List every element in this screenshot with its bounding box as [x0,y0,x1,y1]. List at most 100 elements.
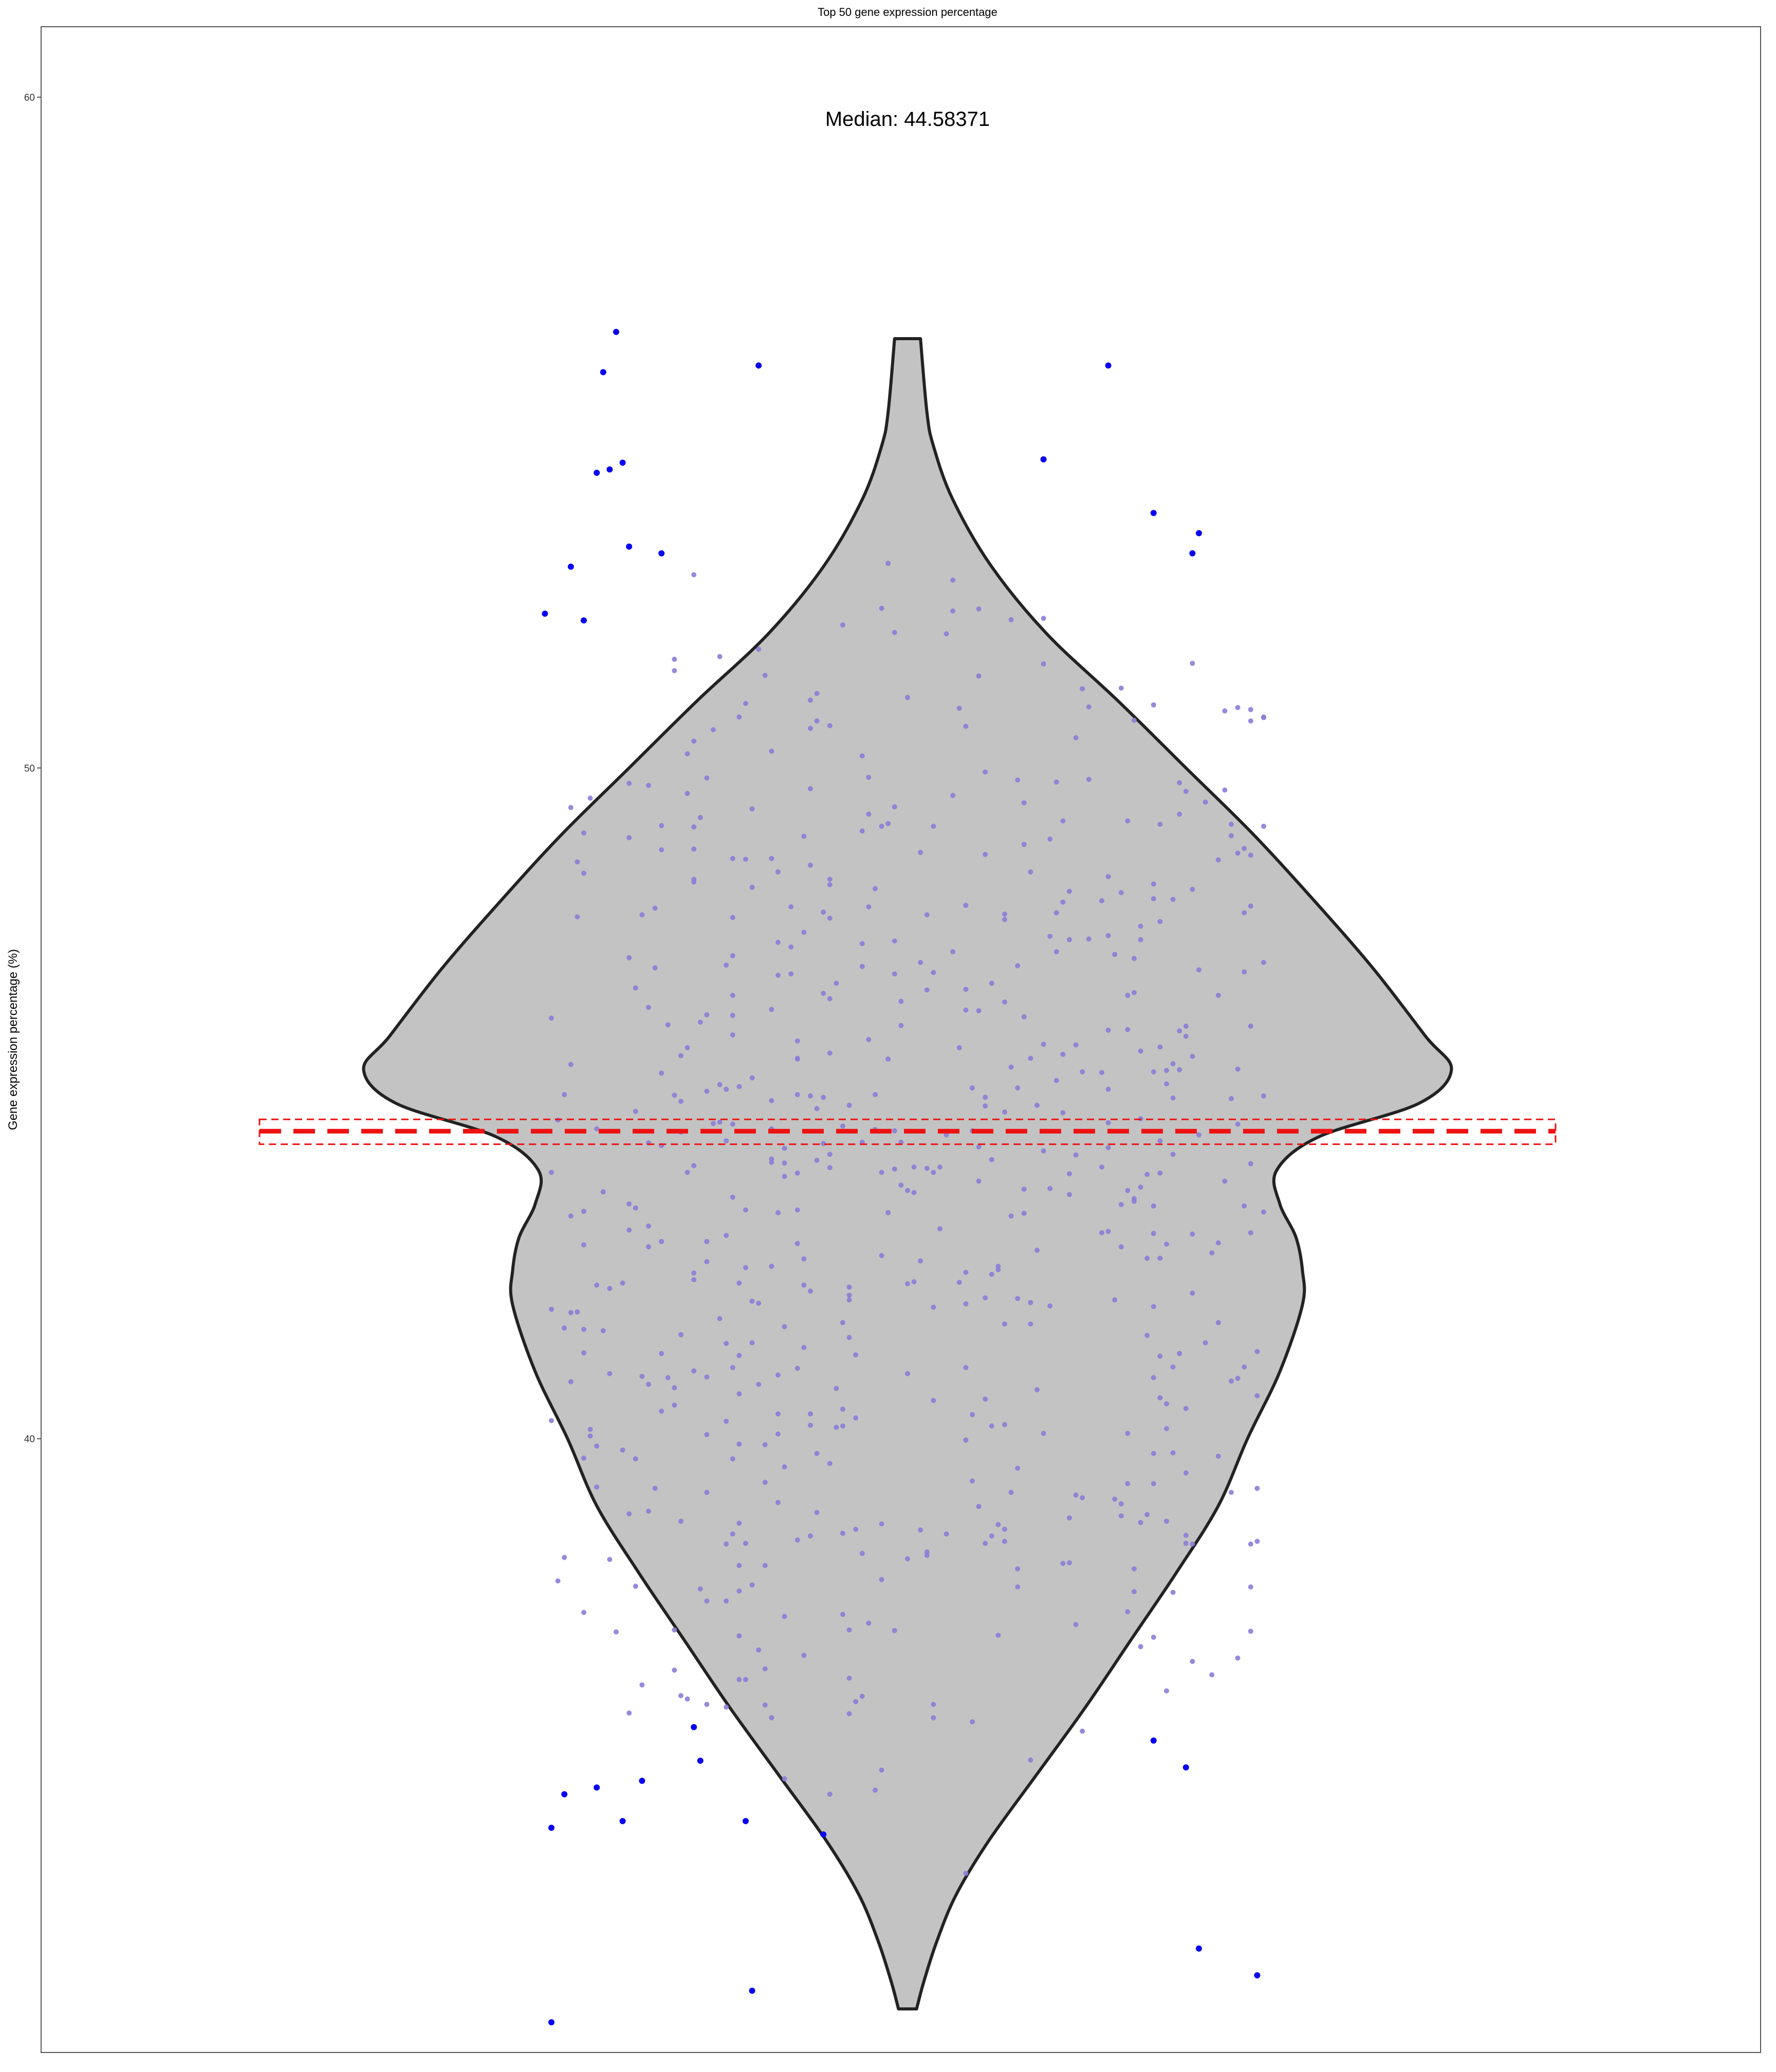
data-point [937,1226,942,1232]
data-point [1242,969,1247,975]
data-point [1164,1688,1169,1694]
outlier-point [1150,510,1157,516]
data-point [756,646,762,652]
outlier-point [639,1778,645,1784]
data-point [1073,1042,1079,1048]
data-point [1002,1539,1007,1544]
data-point [1053,779,1059,785]
data-point [1235,1655,1241,1661]
data-point [1138,923,1143,929]
outlier-point [691,1724,697,1730]
data-point [1028,1300,1033,1305]
data-point [1112,952,1118,957]
data-point [1060,1110,1066,1116]
data-point [581,1326,586,1332]
outlier-point [594,1784,600,1791]
data-point [562,1555,567,1560]
data-point [736,1391,742,1397]
data-point [892,1128,897,1134]
data-point [704,1259,710,1265]
data-point [711,1121,716,1126]
data-point [639,912,645,918]
data-point [775,869,781,875]
data-point [1080,1495,1085,1501]
outlier-point [1189,550,1196,557]
data-point [704,775,710,781]
data-point [691,738,697,744]
data-point [976,1144,982,1150]
data-point [1254,1486,1260,1491]
data-point [1235,705,1241,710]
data-point [581,1350,586,1356]
data-point [859,964,865,969]
data-point [1067,1515,1072,1521]
data-point [730,1013,735,1018]
data-point [1183,1033,1189,1039]
data-point [704,1490,710,1495]
data-point [704,1088,710,1094]
data-point [1261,959,1266,965]
data-point [659,1238,664,1244]
data-point [1190,1541,1195,1547]
data-point [762,1666,768,1672]
data-point [821,990,826,996]
data-point [633,1583,638,1589]
data-point [885,821,891,826]
data-point [794,1207,800,1213]
data-point [931,1398,936,1403]
data-point [1099,1070,1104,1075]
data-point [678,1099,683,1104]
data-point [769,1098,774,1103]
data-point [646,1005,651,1010]
data-point [1202,1340,1208,1345]
data-point [672,1668,677,1673]
data-point [995,1633,1001,1638]
data-point [976,1178,982,1184]
data-point [581,1242,586,1248]
data-point [1002,917,1007,922]
data-point [1034,1102,1040,1108]
data-point [665,1375,671,1380]
data-point [736,1521,742,1526]
data-point [633,1205,638,1211]
data-point [963,1437,969,1443]
data-point [794,1170,800,1176]
data-point [853,1526,859,1532]
data-point [730,1194,735,1200]
data-point [1021,1187,1027,1192]
data-point [1041,1042,1046,1047]
data-point [1157,1255,1163,1261]
data-point [879,1521,884,1527]
y-tick-label: 50 [24,763,35,774]
data-point [626,1511,632,1516]
data-point [866,904,872,910]
data-point [892,804,897,810]
data-point [931,970,936,975]
data-point [1157,919,1163,924]
data-point [963,987,969,992]
data-point [905,1556,910,1562]
data-point [1086,776,1092,782]
data-point [730,1456,735,1461]
data-point [1067,1192,1072,1197]
data-point [1151,1304,1156,1309]
data-point [1067,937,1072,942]
data-point [555,1578,561,1584]
data-point [794,1537,800,1543]
outlier-point [600,369,606,376]
data-point [711,727,716,732]
data-point [724,1138,729,1144]
data-point [853,1352,859,1358]
data-point [724,1086,729,1092]
data-point [1105,1145,1111,1151]
data-point [1235,1376,1241,1381]
data-point [814,1451,820,1456]
data-point [950,949,956,954]
data-point [879,823,884,829]
data-point [581,830,586,836]
outlier-point [820,1831,827,1838]
data-point [769,748,774,754]
data-point [659,1350,664,1356]
data-point [1132,990,1137,995]
data-point [736,1353,742,1358]
